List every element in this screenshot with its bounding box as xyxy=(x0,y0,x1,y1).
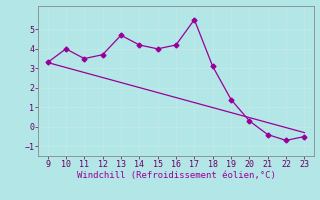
X-axis label: Windchill (Refroidissement éolien,°C): Windchill (Refroidissement éolien,°C) xyxy=(76,171,276,180)
